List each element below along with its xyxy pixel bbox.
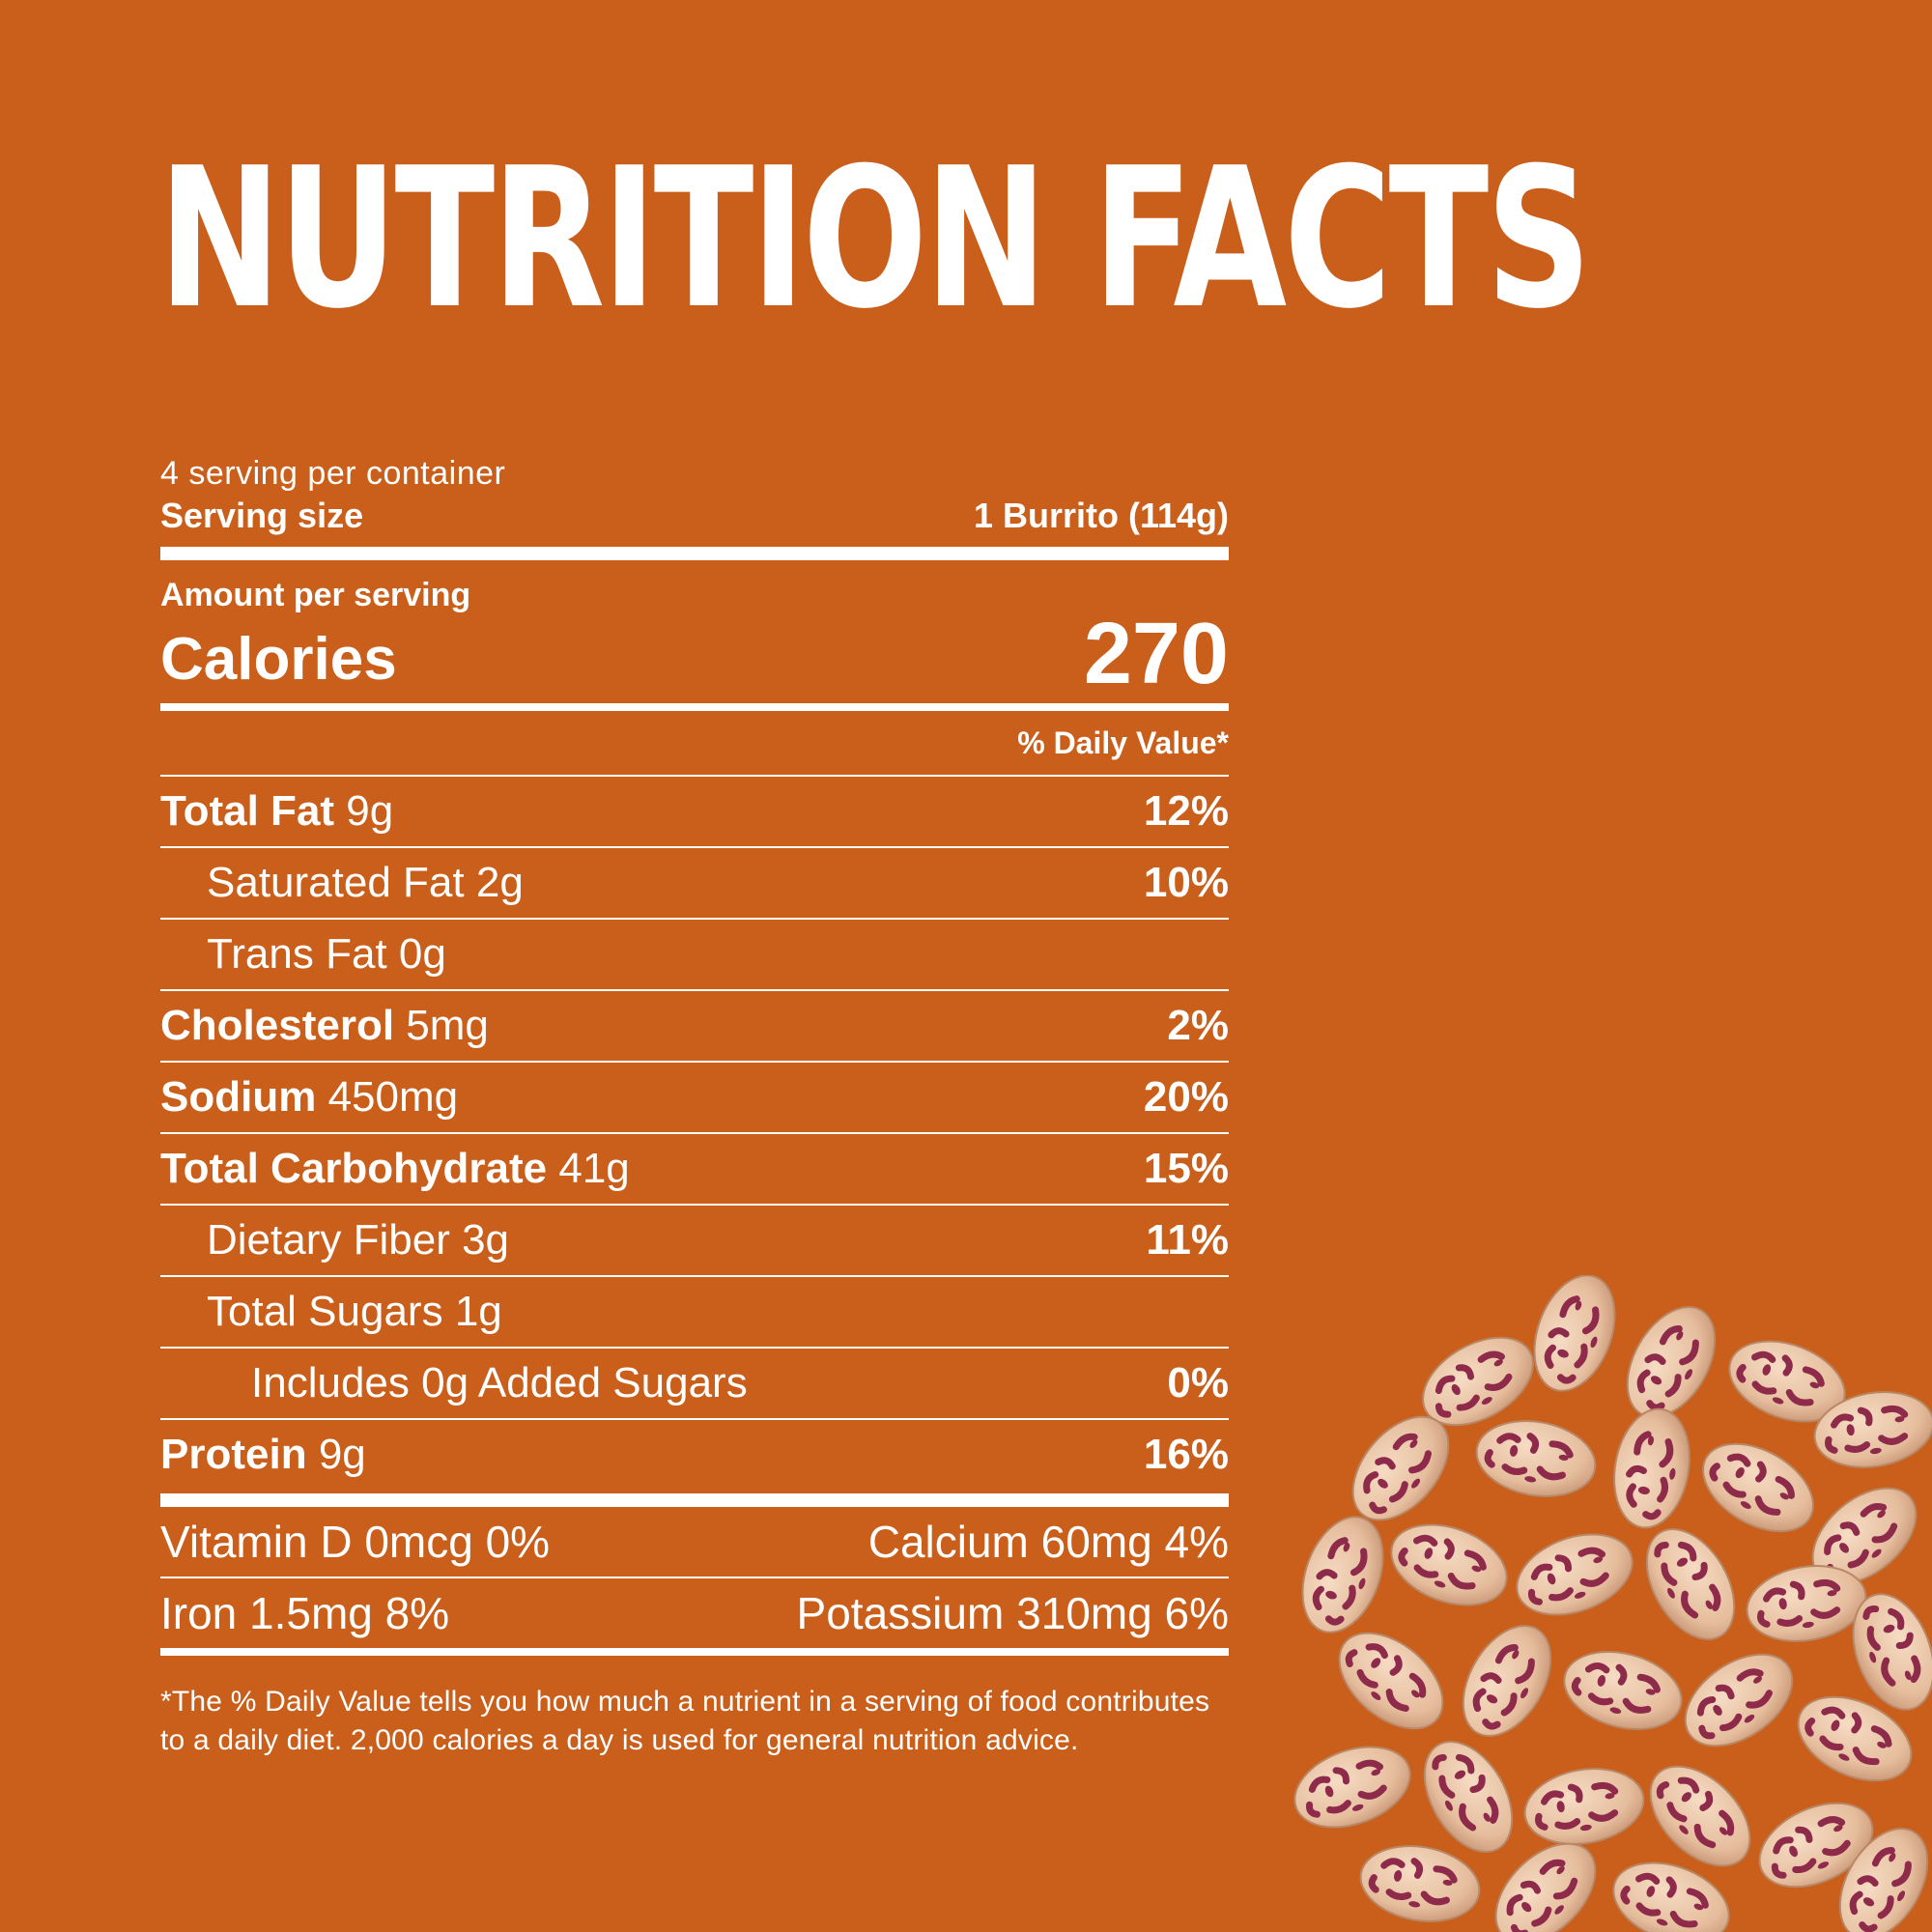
calories-value: 270 [1083, 606, 1229, 702]
nutrient-name: Protein [160, 1431, 307, 1478]
thick-divider [160, 1493, 1229, 1507]
servings-per-container: 4 serving per container [160, 455, 506, 492]
nutrient-row-cholesterol: Cholesterol 5mg 2% [160, 991, 1229, 1063]
nutrient-row-protein: Protein 9g 16% [160, 1420, 1229, 1490]
vitamin-row: Vitamin D 0mcg 0% Calcium 60mg 4% [160, 1507, 1229, 1578]
nutrient-row-total-fat: Total Fat 9g 12% [160, 777, 1229, 848]
nutrient-amount: 41g [558, 1145, 630, 1192]
nutrient-name: Includes 0g Added Sugars [251, 1359, 748, 1406]
nutrient-name: Cholesterol [160, 1002, 395, 1049]
nutrient-daily-value: 20% [1143, 1073, 1229, 1121]
iron: Iron 1.5mg 8% [160, 1588, 450, 1638]
bean-pile [1285, 1275, 1932, 1932]
nutrient-daily-value: 2% [1167, 1002, 1229, 1049]
calcium: Calcium 60mg 4% [867, 1517, 1229, 1567]
vitamin-row: Iron 1.5mg 8% Potassium 310mg 6% [160, 1578, 1229, 1648]
nutrient-amount: 450mg [327, 1073, 459, 1121]
vitamin-d: Vitamin D 0mcg 0% [160, 1517, 551, 1567]
nutrient-row-total-carbohydrate: Total Carbohydrate 41g 15% [160, 1134, 1229, 1206]
nutrient-name: Dietary Fiber [207, 1216, 450, 1264]
calories-row: Calories 270 [160, 606, 1229, 702]
nutrient-name: Total Sugars [207, 1288, 443, 1335]
nutrient-amount: 2g [475, 859, 524, 906]
nutrient-name: Sodium [160, 1073, 317, 1121]
nutrient-name: Total Carbohydrate [160, 1145, 548, 1192]
nutrient-amount: 3g [462, 1216, 510, 1264]
nutrition-facts-panel: 4 serving per container Serving size 1 B… [160, 454, 1229, 1760]
nutrient-row-dietary-fiber: Dietary Fiber 3g 11% [160, 1206, 1229, 1277]
nutrient-amount: 9g [318, 1431, 366, 1478]
nutrient-amount: 9g [346, 787, 394, 835]
nutrient-row-sodium: Sodium 450mg 20% [160, 1063, 1229, 1134]
nutrient-amount: 1g [454, 1288, 502, 1335]
medium-divider [160, 1648, 1229, 1656]
nutrient-name: Total Fat [160, 787, 335, 835]
nutrient-daily-value: 11% [1146, 1216, 1229, 1264]
serving-size-row: Serving size 1 Burrito (114g) [160, 493, 1229, 537]
potassium: Potassium 310mg 6% [796, 1588, 1229, 1638]
page-title: NUTRITION FACTS [158, 127, 1592, 352]
nutrient-amount: 5mg [406, 1002, 489, 1049]
nutrient-row-trans-fat: Trans Fat 0g [160, 920, 1229, 991]
pinto-beans-image [1285, 1275, 1932, 1932]
nutrient-name: Trans Fat [207, 930, 387, 978]
nutrient-daily-value: 0% [1167, 1359, 1229, 1406]
nutrient-row-saturated-fat: Saturated Fat 2g 10% [160, 848, 1229, 920]
thick-divider [160, 547, 1229, 560]
serving-size-value: 1 Burrito (114g) [973, 496, 1229, 535]
daily-value-header: % Daily Value* [160, 711, 1229, 777]
nutrient-name: Saturated Fat [207, 859, 465, 906]
nutrient-amount: 0g [398, 930, 446, 978]
nutrient-row-total-sugars: Total Sugars 1g [160, 1277, 1229, 1349]
serving-size-label: Serving size [160, 496, 364, 535]
nutrient-row-added-sugars: Includes 0g Added Sugars 0% [160, 1349, 1229, 1420]
medium-divider [160, 703, 1229, 711]
nutrient-daily-value: 15% [1143, 1145, 1229, 1192]
amount-per-serving: Amount per serving [160, 577, 471, 613]
nutrient-daily-value: 10% [1143, 859, 1229, 906]
nutrient-daily-value: 16% [1143, 1431, 1229, 1478]
calories-label: Calories [160, 626, 397, 693]
daily-value-footnote: *The % Daily Value tells you how much a … [160, 1686, 1210, 1756]
nutrient-daily-value: 12% [1143, 787, 1229, 835]
